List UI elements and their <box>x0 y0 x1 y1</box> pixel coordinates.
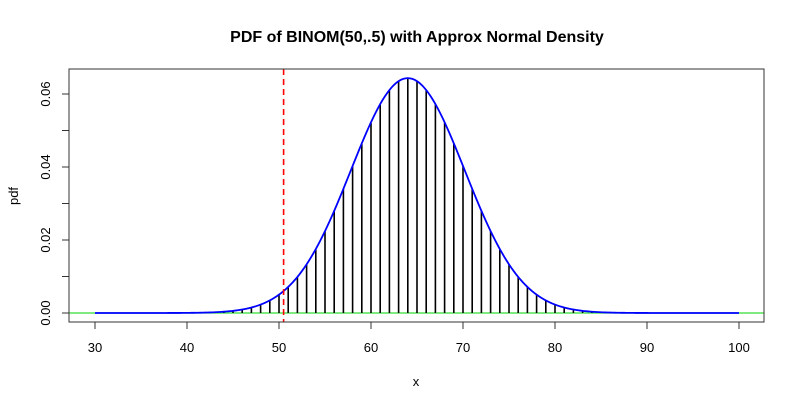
y-tick-label: 0.06 <box>38 81 53 106</box>
x-tick-label: 70 <box>456 340 470 355</box>
x-tick-label: 80 <box>548 340 562 355</box>
x-tick-label: 30 <box>88 340 102 355</box>
x-tick-label: 50 <box>272 340 286 355</box>
x-axis: 30 40 50 60 70 80 90 100 <box>88 321 750 355</box>
y-axis-label: pdf <box>6 187 21 205</box>
x-tick-label: 90 <box>640 340 654 355</box>
plot-area <box>69 69 764 322</box>
chart-title: PDF of BINOM(50,.5) with Approx Normal D… <box>230 29 604 46</box>
y-axis: 0.00 0.02 0.04 0.06 <box>38 81 70 326</box>
x-axis-label: x <box>413 374 420 389</box>
y-tick-label: 0.00 <box>38 300 53 325</box>
x-tick-label: 60 <box>364 340 378 355</box>
pmf-lines <box>195 78 621 313</box>
y-tick-label: 0.04 <box>38 154 53 179</box>
normal-density-curve <box>95 77 739 314</box>
x-tick-label: 100 <box>728 340 750 355</box>
x-tick-label: 40 <box>180 340 194 355</box>
y-tick-label: 0.02 <box>38 227 53 252</box>
